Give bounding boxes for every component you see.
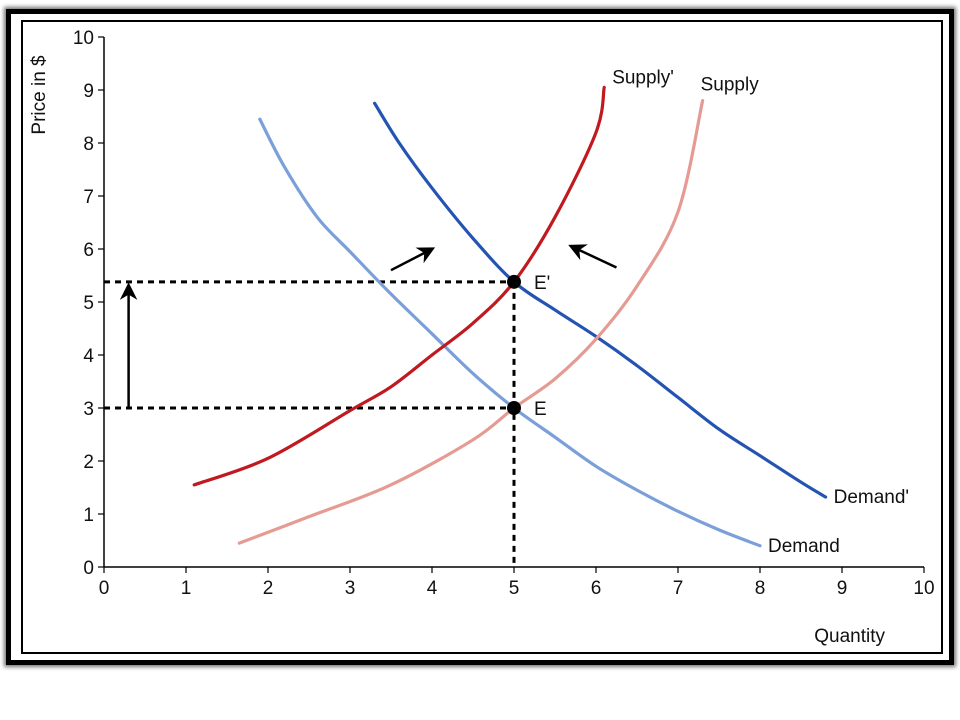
x-tick-label: 2 (263, 578, 274, 599)
shift-arrows (119, 244, 618, 408)
y-tick-label: 4 (83, 346, 94, 367)
chart-inner-border (21, 20, 943, 654)
x-tick-label: 8 (755, 578, 766, 599)
x-tick-label: 6 (591, 578, 602, 599)
y-tick-label: 1 (83, 505, 94, 526)
x-tick-label: 5 (509, 578, 520, 599)
supply-prime-curve (192, 85, 606, 487)
demand-label: Demand (768, 536, 840, 557)
x-tick-label: 4 (427, 578, 438, 599)
y-tick-label: 3 (83, 399, 94, 420)
shift-arrow-1 (390, 247, 436, 272)
equilibrium-points (507, 274, 521, 415)
point-e-prime (507, 274, 521, 289)
y-tick-label: 5 (83, 293, 94, 314)
shift-arrow-2 (568, 244, 618, 269)
supply-prime-label: Supply' (612, 67, 674, 88)
y-tick-label: 2 (83, 452, 94, 473)
supply-label: Supply (701, 75, 760, 96)
demand-prime-label: Demand' (834, 487, 909, 508)
text-labels: Demand Demand' Supply Supply' E E' (534, 67, 909, 556)
equilibrium-guides (104, 280, 516, 567)
chart-frame (6, 9, 954, 665)
curves (192, 85, 828, 548)
point-e-label: E (534, 399, 547, 420)
x-axis-title: Quantity (814, 626, 885, 647)
x-tick-label: 9 (837, 578, 848, 599)
y-tick-label: 7 (83, 187, 94, 208)
y-tick-label: 6 (83, 240, 94, 261)
x-tick-label: 1 (181, 578, 192, 599)
x-tick-label: 0 (99, 578, 110, 599)
y-tick-label: 8 (83, 134, 94, 155)
x-tick-label: 10 (913, 578, 934, 599)
demand-prime-curve (373, 101, 828, 499)
axes: 0 1 2 3 4 5 6 7 8 9 10 0 1 2 3 4 5 6 7 8 9 10 Quantity Price in… (29, 28, 935, 647)
point-e (507, 401, 521, 415)
y-tick-label: 9 (83, 81, 94, 102)
point-e-prime-label: E' (534, 273, 550, 294)
demand-curve (258, 117, 762, 548)
y-tick-label: 10 (73, 28, 94, 49)
supply-curve (237, 99, 705, 545)
y-tick-label: 0 (83, 558, 94, 579)
y-axis-title: Price in $ (29, 55, 50, 135)
x-tick-label: 7 (673, 578, 684, 599)
x-tick-label: 3 (345, 578, 356, 599)
